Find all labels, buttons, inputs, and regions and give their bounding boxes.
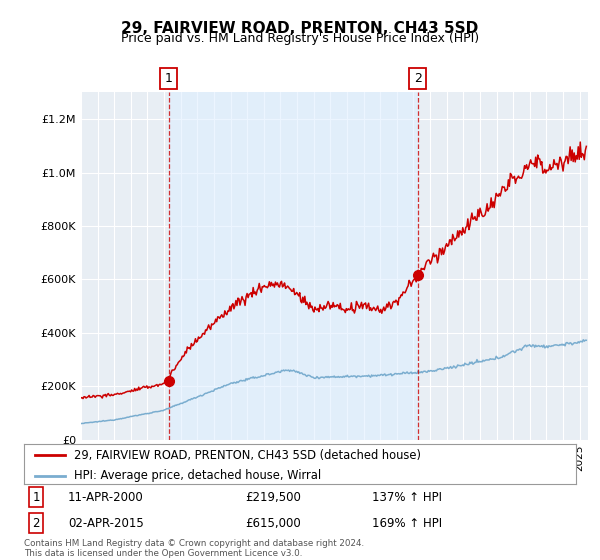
Text: 2: 2 [32, 516, 40, 530]
Text: £615,000: £615,000 [245, 516, 301, 530]
Text: Price paid vs. HM Land Registry's House Price Index (HPI): Price paid vs. HM Land Registry's House … [121, 32, 479, 45]
Text: 1: 1 [164, 72, 173, 85]
Text: 169% ↑ HPI: 169% ↑ HPI [372, 516, 442, 530]
Text: 11-APR-2000: 11-APR-2000 [68, 491, 144, 504]
Text: 1: 1 [32, 491, 40, 504]
Text: £219,500: £219,500 [245, 491, 301, 504]
Text: 2: 2 [413, 72, 422, 85]
Text: 29, FAIRVIEW ROAD, PRENTON, CH43 5SD (detached house): 29, FAIRVIEW ROAD, PRENTON, CH43 5SD (de… [74, 449, 421, 462]
Text: 02-APR-2015: 02-APR-2015 [68, 516, 144, 530]
Text: 137% ↑ HPI: 137% ↑ HPI [372, 491, 442, 504]
Text: 29, FAIRVIEW ROAD, PRENTON, CH43 5SD: 29, FAIRVIEW ROAD, PRENTON, CH43 5SD [121, 21, 479, 36]
Bar [169, 92, 418, 440]
Text: Contains HM Land Registry data © Crown copyright and database right 2024.
This d: Contains HM Land Registry data © Crown c… [24, 539, 364, 558]
Text: HPI: Average price, detached house, Wirral: HPI: Average price, detached house, Wirr… [74, 469, 321, 482]
